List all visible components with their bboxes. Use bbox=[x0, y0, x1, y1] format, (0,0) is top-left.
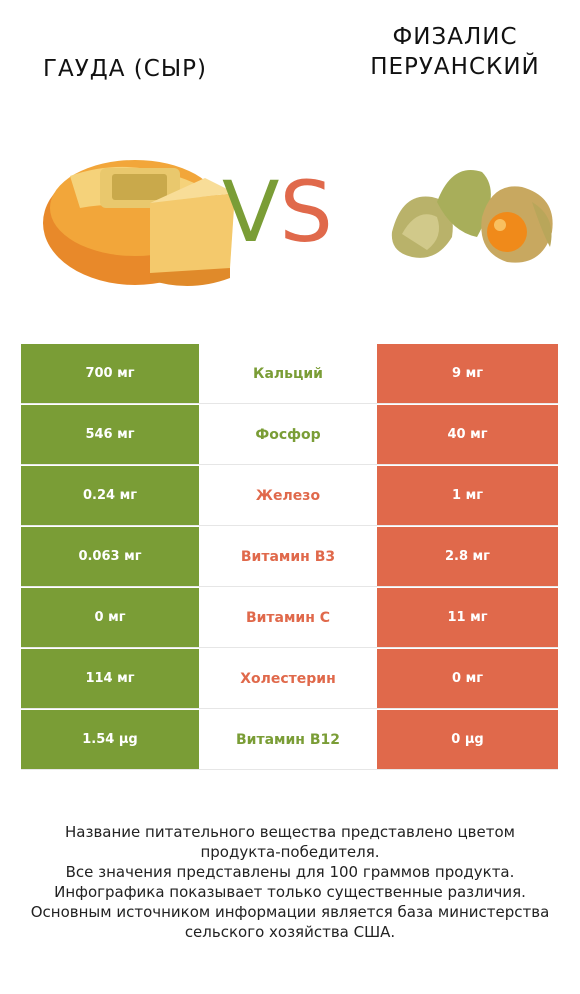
right-product-title: ФИЗАЛИС ПЕРУАНСКИЙ bbox=[335, 22, 575, 82]
right-value: 40 мг bbox=[377, 405, 558, 465]
table-row: 1.54 µg Витамин B12 0 µg bbox=[21, 710, 558, 770]
right-value: 0 мг bbox=[377, 649, 558, 709]
table-row: 700 мг Кальций 9 мг bbox=[21, 344, 558, 405]
table-row: 546 мг Фосфор 40 мг bbox=[21, 405, 558, 466]
left-value: 0.24 мг bbox=[21, 466, 199, 526]
right-value: 2.8 мг bbox=[377, 527, 558, 587]
nutrient-label: Железо bbox=[199, 466, 377, 526]
nutrient-label: Витамин B3 bbox=[199, 527, 377, 587]
nutrient-label: Витамин B12 bbox=[199, 710, 377, 770]
nutrient-label: Фосфор bbox=[199, 405, 377, 465]
vs-v: V bbox=[222, 163, 280, 261]
footnote-line: Название питательного вещества представл… bbox=[65, 823, 515, 841]
left-value: 0.063 мг bbox=[21, 527, 199, 587]
vs-label: VS bbox=[222, 162, 333, 262]
left-value: 546 мг bbox=[21, 405, 199, 465]
left-product-title: ГАУДА (СЫР) bbox=[43, 56, 207, 82]
gouda-cheese-icon bbox=[43, 160, 235, 287]
right-value: 0 µg bbox=[377, 710, 558, 770]
footnote: Название питательного вещества представл… bbox=[20, 822, 560, 942]
table-row: 114 мг Холестерин 0 мг bbox=[21, 649, 558, 710]
footnote-line: Все значения представлены для 100 граммо… bbox=[65, 863, 515, 881]
table-row: 0.063 мг Витамин B3 2.8 мг bbox=[21, 527, 558, 588]
nutrient-label: Холестерин bbox=[199, 649, 377, 709]
right-title-line2: ПЕРУАНСКИЙ bbox=[370, 54, 540, 80]
comparison-table: 700 мг Кальций 9 мг 546 мг Фосфор 40 мг … bbox=[21, 344, 558, 770]
table-row: 0.24 мг Железо 1 мг bbox=[21, 466, 558, 527]
footnote-line: Основным источником информации является … bbox=[30, 903, 550, 921]
right-title-line1: ФИЗАЛИС bbox=[392, 24, 518, 50]
nutrient-label: Витамин C bbox=[199, 588, 377, 648]
footnote-line: продукта-победителя. bbox=[200, 843, 380, 861]
right-value: 11 мг bbox=[377, 588, 558, 648]
table-row: 0 мг Витамин C 11 мг bbox=[21, 588, 558, 649]
footnote-line: Инфографика показывает только существенн… bbox=[54, 883, 526, 901]
left-value: 1.54 µg bbox=[21, 710, 199, 770]
right-value: 9 мг bbox=[377, 344, 558, 404]
left-value: 0 мг bbox=[21, 588, 199, 648]
vs-s: S bbox=[279, 163, 333, 261]
nutrient-label: Кальций bbox=[199, 344, 377, 404]
physalis-fruit-icon bbox=[391, 170, 553, 263]
footnote-line: сельского хозяйства США. bbox=[184, 923, 396, 941]
left-value: 114 мг bbox=[21, 649, 199, 709]
right-value: 1 мг bbox=[377, 466, 558, 526]
left-value: 700 мг bbox=[21, 344, 199, 404]
